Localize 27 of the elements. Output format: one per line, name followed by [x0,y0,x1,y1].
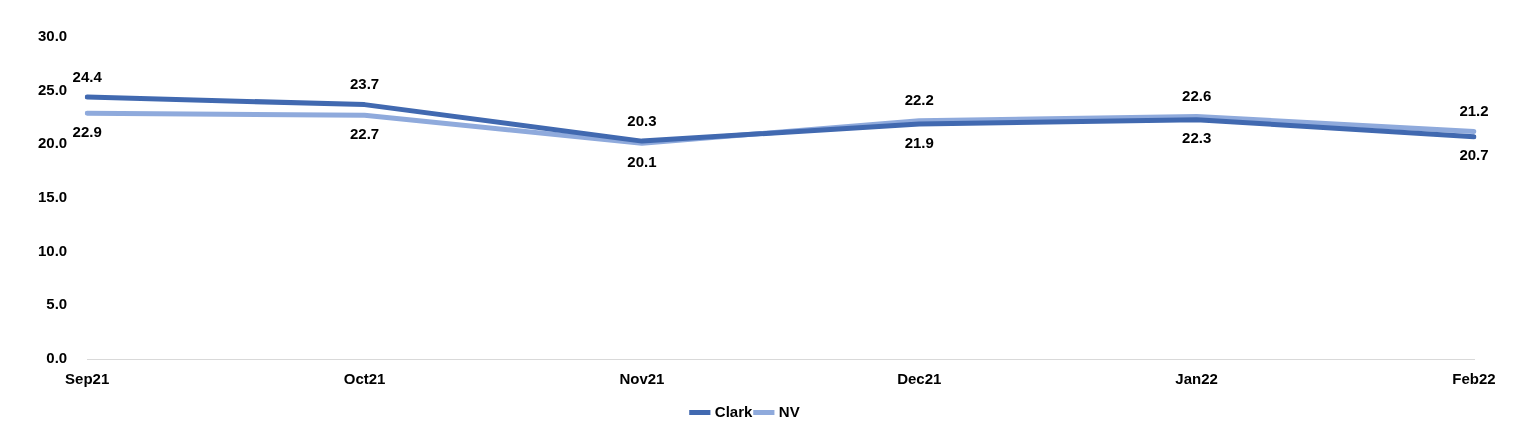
data-label: 22.3 [1182,129,1212,147]
y-tick-label: 20.0 [37,134,68,152]
x-tick-label: Jan22 [1175,370,1218,388]
data-label: 21.9 [904,133,934,151]
x-tick-label: Oct21 [343,370,386,388]
data-label: 22.7 [349,124,380,142]
x-tick-label: Sep21 [65,370,110,388]
y-tick-label: 5.0 [46,295,68,313]
data-label: 20.7 [1459,146,1489,164]
data-label: 22.9 [72,122,102,140]
y-tick-label: 30.0 [37,27,68,45]
y-tick-label: 15.0 [37,188,68,206]
data-label: 24.4 [72,67,103,85]
data-label: 20.1 [627,152,657,170]
x-tick-label: Feb22 [1452,370,1496,388]
data-label: 23.7 [349,75,380,93]
legend-label: Clark [714,402,753,420]
y-tick-label: 10.0 [37,241,68,259]
data-label: 22.6 [1182,87,1212,105]
x-tick-label: Dec21 [897,370,942,388]
y-tick-label: 0.0 [46,349,68,367]
data-label: 20.3 [627,111,657,129]
x-tick-label: Nov21 [619,370,665,388]
y-tick-label: 25.0 [37,80,68,98]
legend-label: NV [778,402,800,420]
data-label: 22.2 [904,91,934,109]
data-label: 21.2 [1459,102,1489,120]
